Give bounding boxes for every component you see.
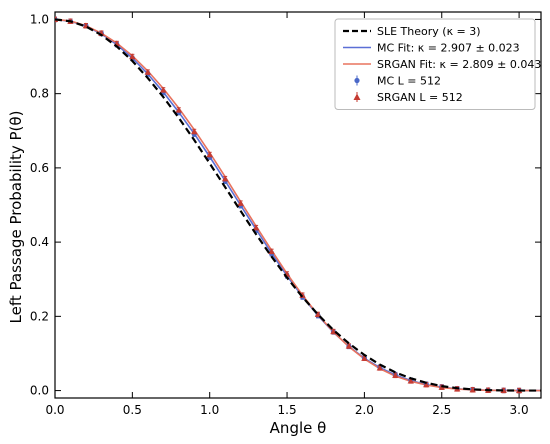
legend-box [334, 18, 536, 110]
x-tick-label: 2.0 [355, 403, 374, 417]
y-tick-label: 0.0 [30, 384, 49, 398]
data-point-srgan [407, 377, 415, 384]
x-tick-label: 1.5 [278, 403, 297, 417]
legend: SLE Theory (κ = 3) MC Fit: κ = 2.907 ± 0.… [334, 18, 541, 110]
x-tick-label: 1.0 [200, 403, 219, 417]
series-line-theory [55, 18, 541, 392]
y-tick-label: 0.2 [30, 309, 49, 323]
data-point-srgan [129, 53, 136, 60]
y-tick-label: 0.4 [30, 235, 49, 249]
data-point-srgan [206, 151, 213, 158]
legend-swatch [354, 77, 360, 84]
data-point-srgan [376, 364, 384, 371]
data-point-srgan [160, 86, 167, 93]
y-tick-label: 1.0 [30, 12, 49, 26]
legend-label: MC Fit: κ = 2.907 ± 0.023 [377, 42, 520, 55]
x-tick-label: 2.5 [432, 403, 451, 417]
legend-swatch [353, 93, 361, 100]
data-point-srgan [423, 381, 430, 388]
plot-frame [54, 11, 542, 399]
x-tick-label: 0.5 [123, 403, 142, 417]
x-tick-label: 0.0 [45, 403, 64, 417]
y-tick-label: 0.6 [30, 161, 49, 175]
series-group [55, 16, 541, 394]
x-tick-label: 3.0 [510, 403, 529, 417]
legend-label: SRGAN Fit: κ = 2.809 ± 0.043 [377, 58, 541, 71]
data-point-srgan [268, 248, 275, 254]
data-point-srgan [361, 355, 368, 361]
legend-label: SRGAN L = 512 [377, 91, 463, 104]
legend-label: MC L = 512 [377, 75, 441, 88]
legend-label: SLE Theory (κ = 3) [377, 25, 481, 38]
data-point-srgan [392, 372, 399, 378]
y-tick-label: 0.8 [30, 87, 49, 101]
data-point-srgan [314, 311, 322, 318]
data-point-srgan [252, 224, 260, 231]
data-point-srgan [237, 199, 244, 206]
data-point-srgan [469, 386, 476, 393]
y-axis-label: Left Passage Probability P(θ) [7, 111, 25, 324]
data-point-srgan [175, 106, 182, 113]
x-axis-label: Angle θ [270, 419, 327, 437]
data-point-srgan [345, 342, 353, 349]
data-point-srgan [144, 68, 152, 75]
data-point-srgan [500, 387, 507, 394]
data-point-srgan [221, 175, 229, 182]
plot-area: 0.0 0.5 1.0 1.5 2.0 2.5 3.0 0.0 0.2 0.4 0.6 0.8 1.0 S… [30, 11, 542, 417]
data-point-srgan [191, 128, 198, 135]
